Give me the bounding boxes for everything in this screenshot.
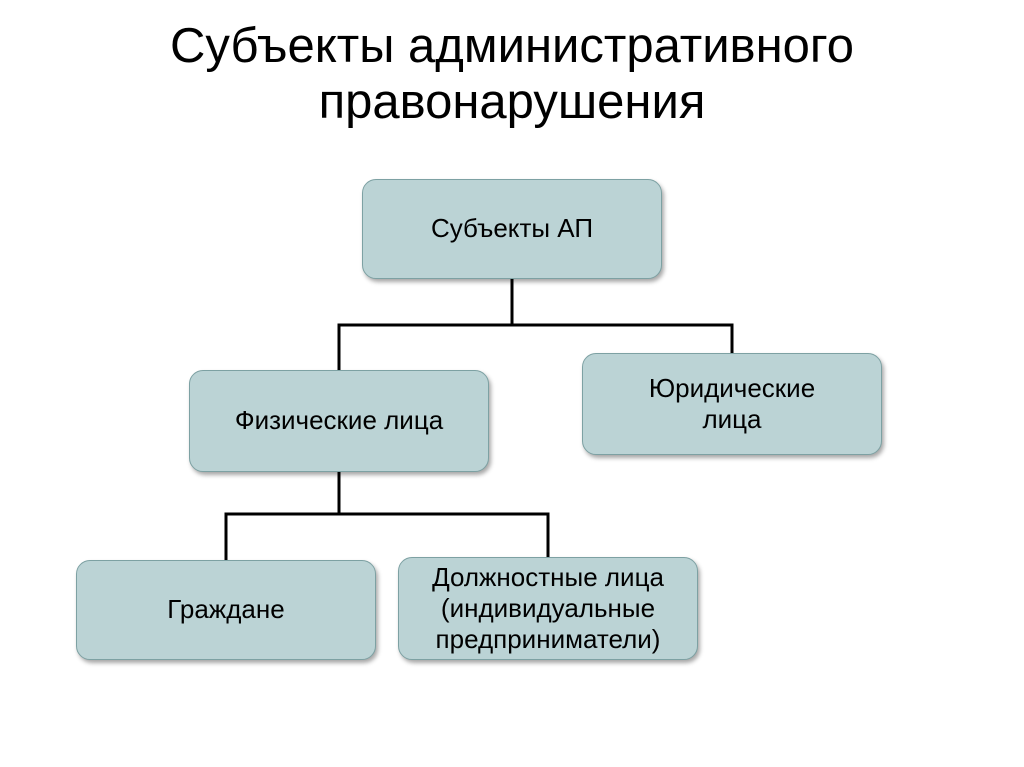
node-root-label: Субъекты АП — [431, 213, 593, 244]
node-citizens-label: Граждане — [167, 594, 284, 625]
node-legal-entities: Юридическиелица — [582, 353, 882, 455]
node-officials: Должностные лица(индивидуальныепредприни… — [398, 557, 698, 660]
node-legal-entities-label: Юридическиелица — [649, 373, 815, 435]
slide: Субъекты административногоправонарушения… — [0, 0, 1024, 767]
node-physical-persons: Физические лица — [189, 370, 489, 472]
node-citizens: Граждане — [76, 560, 376, 660]
slide-title: Субъекты административногоправонарушения — [0, 18, 1024, 131]
node-officials-label: Должностные лица(индивидуальныепредприни… — [432, 562, 664, 656]
node-root: Субъекты АП — [362, 179, 662, 279]
node-physical-persons-label: Физические лица — [235, 405, 443, 436]
